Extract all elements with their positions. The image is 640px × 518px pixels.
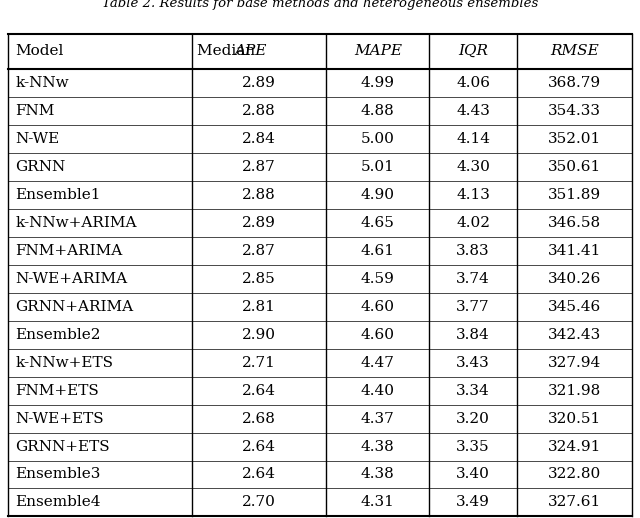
Text: 350.61: 350.61: [548, 160, 601, 174]
Text: 4.99: 4.99: [361, 76, 395, 90]
Text: GRNN+ARIMA: GRNN+ARIMA: [15, 299, 134, 314]
Text: 2.87: 2.87: [242, 243, 276, 258]
Text: FNM: FNM: [15, 104, 55, 118]
Text: 2.71: 2.71: [242, 355, 276, 370]
Text: 345.46: 345.46: [548, 299, 601, 314]
Text: 341.41: 341.41: [548, 243, 601, 258]
Text: Table 2. Results for base methods and heterogeneous ensembles: Table 2. Results for base methods and he…: [102, 0, 538, 10]
Text: 3.49: 3.49: [456, 495, 490, 510]
Text: N-WE: N-WE: [15, 132, 60, 146]
Text: 4.06: 4.06: [456, 76, 490, 90]
Text: 4.40: 4.40: [361, 383, 395, 398]
Text: 3.84: 3.84: [456, 327, 490, 342]
Text: MAPE: MAPE: [354, 44, 402, 59]
Text: 4.60: 4.60: [361, 299, 395, 314]
Text: 321.98: 321.98: [548, 383, 601, 398]
Text: 3.77: 3.77: [456, 299, 490, 314]
Text: Model: Model: [15, 44, 64, 59]
Text: 3.43: 3.43: [456, 355, 490, 370]
Text: APE: APE: [234, 44, 267, 59]
Text: 2.85: 2.85: [242, 271, 276, 286]
Text: 352.01: 352.01: [548, 132, 601, 146]
Text: 4.38: 4.38: [361, 439, 395, 454]
Text: IQR: IQR: [458, 44, 488, 59]
Text: 4.30: 4.30: [456, 160, 490, 174]
Text: 2.70: 2.70: [242, 495, 276, 510]
Text: 2.68: 2.68: [242, 411, 276, 426]
Text: 4.88: 4.88: [361, 104, 395, 118]
Text: k-NNw: k-NNw: [15, 76, 69, 90]
Text: 4.14: 4.14: [456, 132, 490, 146]
Text: 3.40: 3.40: [456, 467, 490, 482]
Text: 4.31: 4.31: [361, 495, 395, 510]
Text: 342.43: 342.43: [548, 327, 601, 342]
Text: Ensemble1: Ensemble1: [15, 188, 101, 202]
Text: 340.26: 340.26: [548, 271, 601, 286]
Text: 346.58: 346.58: [548, 215, 601, 230]
Text: 4.02: 4.02: [456, 215, 490, 230]
Text: 4.90: 4.90: [361, 188, 395, 202]
Text: 4.59: 4.59: [361, 271, 395, 286]
Text: k-NNw+ARIMA: k-NNw+ARIMA: [15, 215, 137, 230]
Text: 2.90: 2.90: [242, 327, 276, 342]
Text: 4.43: 4.43: [456, 104, 490, 118]
Text: 2.81: 2.81: [242, 299, 276, 314]
Text: FNM+ETS: FNM+ETS: [15, 383, 99, 398]
Text: 3.74: 3.74: [456, 271, 490, 286]
Text: 4.60: 4.60: [361, 327, 395, 342]
Text: 327.94: 327.94: [548, 355, 601, 370]
Text: 2.88: 2.88: [242, 104, 276, 118]
Text: 368.79: 368.79: [548, 76, 601, 90]
Text: 324.91: 324.91: [548, 439, 601, 454]
Text: 351.89: 351.89: [548, 188, 601, 202]
Text: 2.84: 2.84: [242, 132, 276, 146]
Text: 2.89: 2.89: [242, 76, 276, 90]
Text: 4.38: 4.38: [361, 467, 395, 482]
Text: 2.64: 2.64: [242, 467, 276, 482]
Text: 2.64: 2.64: [242, 383, 276, 398]
Text: Ensemble4: Ensemble4: [15, 495, 101, 510]
Text: 354.33: 354.33: [548, 104, 601, 118]
Text: 4.47: 4.47: [361, 355, 395, 370]
Text: FNM+ARIMA: FNM+ARIMA: [15, 243, 123, 258]
Text: 3.34: 3.34: [456, 383, 490, 398]
Text: 2.87: 2.87: [242, 160, 276, 174]
Text: 5.00: 5.00: [361, 132, 395, 146]
Text: 3.35: 3.35: [456, 439, 490, 454]
Text: N-WE+ETS: N-WE+ETS: [15, 411, 104, 426]
Text: 2.88: 2.88: [242, 188, 276, 202]
Text: 320.51: 320.51: [548, 411, 601, 426]
Text: GRNN+ETS: GRNN+ETS: [15, 439, 110, 454]
Text: 4.61: 4.61: [361, 243, 395, 258]
Text: 2.89: 2.89: [242, 215, 276, 230]
Text: 327.61: 327.61: [548, 495, 601, 510]
Text: 4.37: 4.37: [361, 411, 395, 426]
Text: 3.20: 3.20: [456, 411, 490, 426]
Text: 322.80: 322.80: [548, 467, 601, 482]
Text: 2.64: 2.64: [242, 439, 276, 454]
Text: Median: Median: [197, 44, 260, 59]
Text: GRNN: GRNN: [15, 160, 66, 174]
Text: 4.65: 4.65: [361, 215, 395, 230]
Text: 3.83: 3.83: [456, 243, 490, 258]
Text: k-NNw+ETS: k-NNw+ETS: [15, 355, 113, 370]
Text: 4.13: 4.13: [456, 188, 490, 202]
Text: 5.01: 5.01: [361, 160, 395, 174]
Text: Ensemble3: Ensemble3: [15, 467, 100, 482]
Text: Ensemble2: Ensemble2: [15, 327, 101, 342]
Text: RMSE: RMSE: [550, 44, 599, 59]
Text: N-WE+ARIMA: N-WE+ARIMA: [15, 271, 127, 286]
